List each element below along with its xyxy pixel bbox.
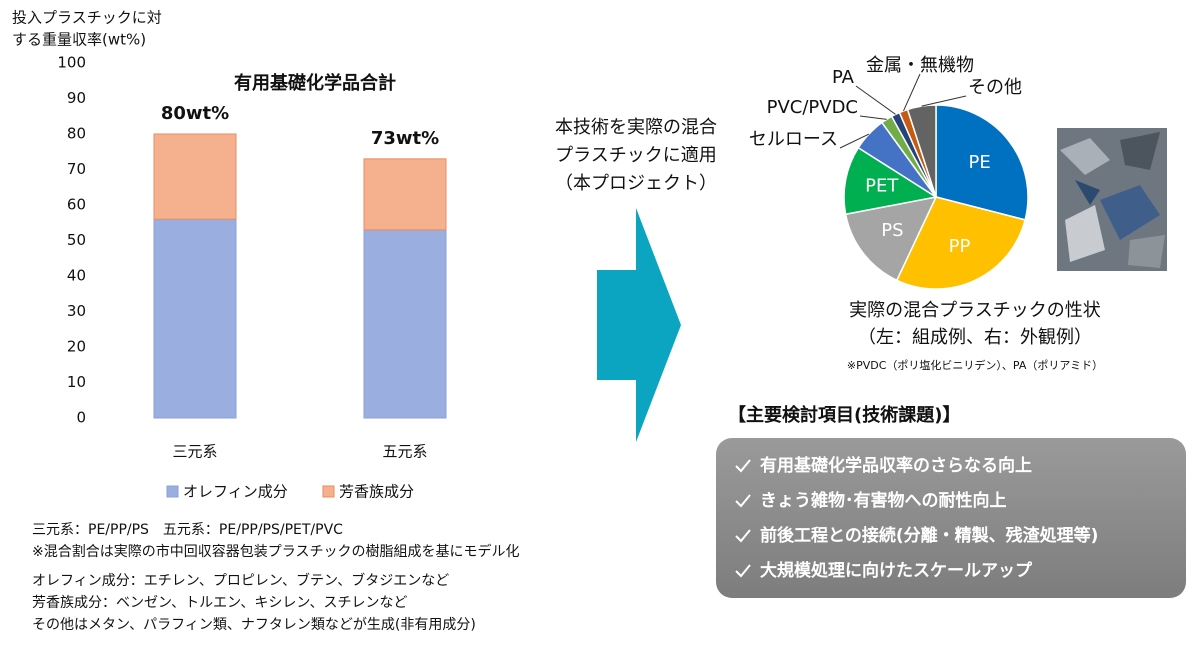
y-tick-label: 10: [67, 373, 86, 391]
pie-slice: [935, 104, 1029, 221]
footnote: ※混合割合は実際の市中回収容器包装プラスチックの樹脂組成を基にモデル化: [32, 543, 519, 560]
x-tick-label: 五元系: [382, 443, 427, 461]
y-tick-label: 90: [67, 89, 86, 107]
y-tick-label: 30: [67, 302, 86, 320]
task-item: 前後工程との接続(分離・精製、残渣処理等): [760, 525, 1098, 546]
leader-line: [839, 133, 870, 149]
legend-label: オレフィン成分: [183, 483, 288, 501]
y-tick-label: 100: [57, 54, 86, 72]
leader-line: [855, 85, 896, 115]
y-tick-label: 40: [67, 267, 86, 285]
slice-label: PE: [968, 152, 990, 173]
slice-label: その他: [968, 77, 1022, 98]
y-tick-label: 80: [67, 125, 86, 143]
pie-slice: [844, 195, 938, 282]
slice-label: セルロース: [749, 129, 838, 150]
slice-label: 金属・無機物: [866, 55, 974, 76]
slice-label: PET: [865, 176, 899, 197]
y-label: する重量収率(wt%): [12, 31, 146, 49]
footnote: その他はメタン、パラフィン類、ナフタレン類などが生成(非有用成分): [32, 617, 476, 633]
arrow-text: （本プロジェクト）: [555, 173, 717, 194]
total-label: 80wt%: [161, 103, 229, 124]
leader-line: [903, 73, 921, 112]
slice-label: PP: [949, 236, 971, 257]
y-label: 投入プラスチックに対: [12, 9, 162, 27]
pie-caption: （左：組成例、右：外観例）: [858, 327, 1092, 348]
pie-slice: [895, 196, 1027, 290]
pie-note: ※PVDC（ポリ塩化ビニリデン）、PA（ポリアミド）: [847, 358, 1103, 372]
y-tick-label: 50: [67, 231, 86, 249]
legend-label: 芳香族成分: [339, 483, 414, 501]
leader-line: [921, 95, 967, 107]
pie-slice: [906, 104, 937, 198]
y-tick-label: 60: [67, 196, 86, 214]
slice-label: PS: [881, 220, 903, 241]
check-icon: [735, 494, 751, 508]
y-tick-label: 20: [67, 338, 86, 356]
footnote: オレフィン成分：エチレン、プロピレン、ブテン、ブタジエンなど: [32, 572, 449, 589]
check-icon: [735, 564, 751, 578]
chart-title: 有用基礎化学品合計: [234, 72, 396, 94]
legend-swatch: [322, 485, 335, 498]
bar-segment: [363, 229, 447, 419]
check-icon: [735, 529, 751, 543]
pie-caption: 実際の混合プラスチックの性状: [849, 300, 1101, 321]
arrow-text: 本技術を実際の混合: [555, 117, 717, 138]
footnote: 三元系：PE/PP/PS 五元系：PE/PP/PS/PET/PVC: [32, 522, 343, 538]
y-tick-label: 70: [67, 160, 86, 178]
task-item: 有用基礎化学品収率のさらなる向上: [760, 455, 1032, 476]
pie-slice: [843, 146, 939, 216]
task-item: きょう雑物･有害物への耐性向上: [760, 490, 1007, 511]
bar-segment: [153, 218, 237, 419]
legend-swatch: [166, 485, 179, 498]
footnote: 芳香族成分：ベンゼン、トルエン、キシレン、スチレンなど: [32, 594, 407, 611]
x-tick-label: 三元系: [172, 443, 217, 461]
tasks-heading: 【主要検討項目(技術課題)】: [728, 404, 960, 426]
slice-label: PVC/PVDC: [767, 97, 858, 118]
check-icon: [735, 459, 751, 473]
tasks-box: [716, 438, 1186, 598]
arrow: [597, 208, 681, 442]
leader-line: [859, 115, 887, 120]
slice-label: PA: [832, 67, 855, 88]
photo: [1057, 128, 1167, 271]
total-label: 73wt%: [371, 128, 439, 149]
bar-segment: [153, 133, 237, 220]
bar-segment: [363, 158, 447, 231]
y-tick-label: 0: [76, 409, 86, 427]
task-item: 大規模処理に向けたスケールアップ: [760, 560, 1033, 581]
arrow-text: プラスチックに適用: [555, 145, 717, 166]
